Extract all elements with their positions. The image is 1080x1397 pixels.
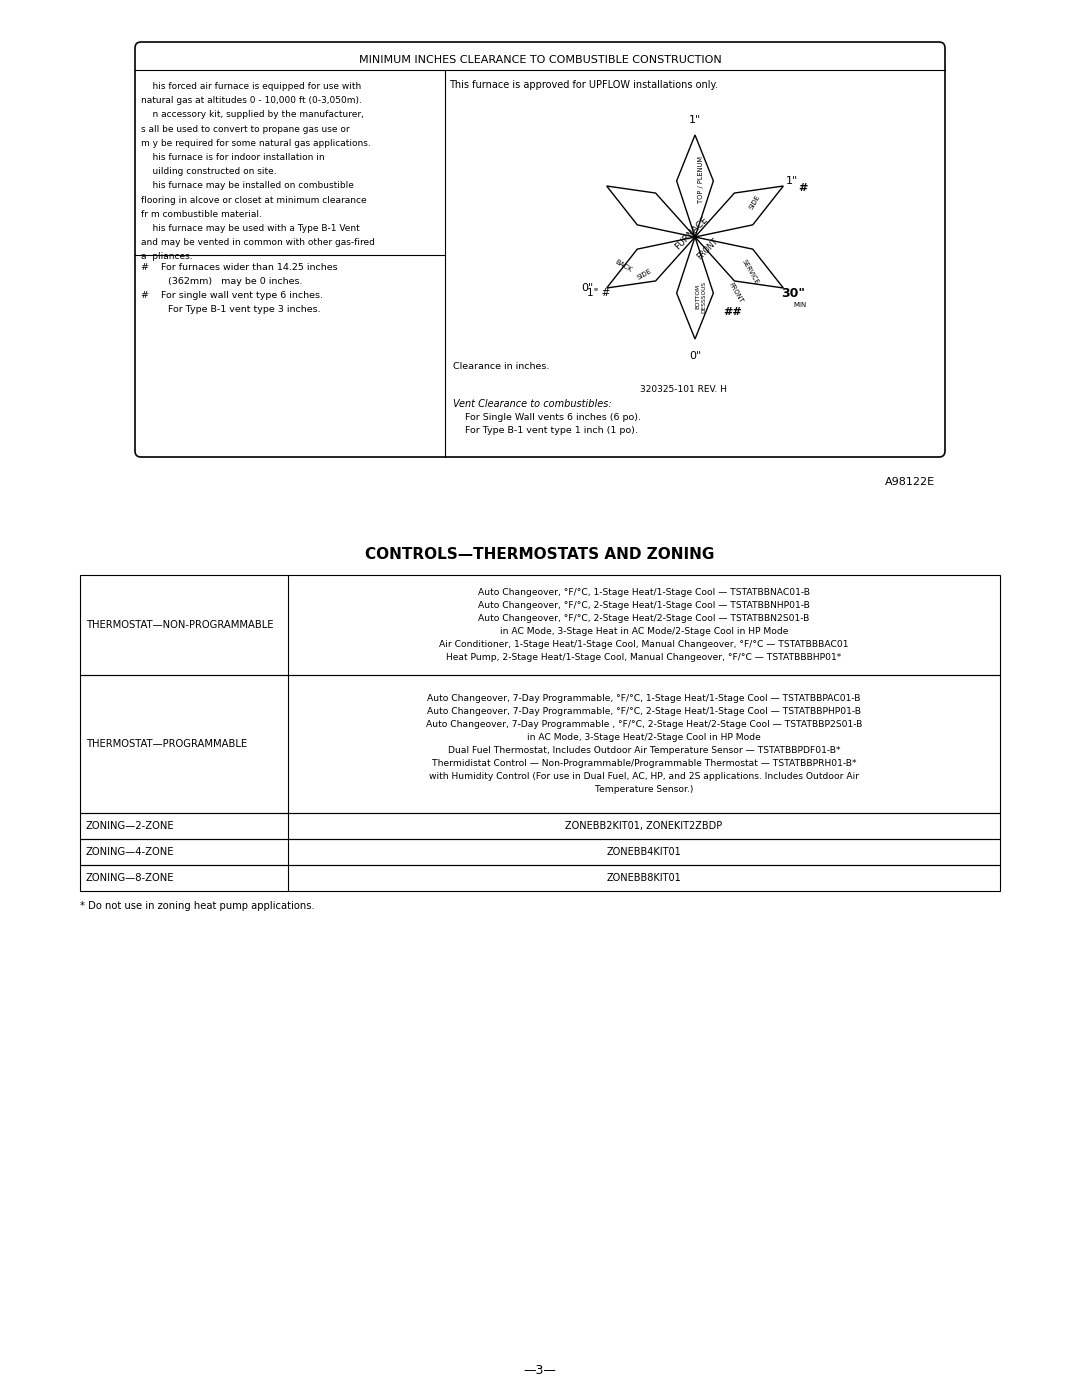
Text: #    For single wall vent type 6 inches.: # For single wall vent type 6 inches.	[141, 291, 323, 300]
Text: his furnace may be installed on combustible: his furnace may be installed on combusti…	[141, 182, 354, 190]
Text: Auto Changeover, °F/°C, 2-Stage Heat/1-Stage Cool — TSTATBBNHP01-B: Auto Changeover, °F/°C, 2-Stage Heat/1-S…	[478, 601, 810, 610]
Bar	[80, 865, 1000, 891]
Text: —3—: —3—	[524, 1363, 556, 1376]
Bar	[80, 675, 1000, 813]
Text: BOTTOM
DESSSOUS: BOTTOM DESSSOUS	[696, 281, 706, 313]
Text: ZONEBB4KIT01: ZONEBB4KIT01	[607, 847, 681, 856]
Text: ZONEBB8KIT01: ZONEBB8KIT01	[607, 873, 681, 883]
Text: FRONT: FRONT	[728, 281, 744, 305]
Text: CONTROLS—THERMOSTATS AND ZONING: CONTROLS—THERMOSTATS AND ZONING	[365, 548, 715, 562]
Text: FRONT: FRONT	[694, 237, 719, 261]
Text: 1": 1"	[689, 115, 701, 124]
Text: (362mm)   may be 0 inches.: (362mm) may be 0 inches.	[141, 277, 302, 286]
Text: fr m combustible material.: fr m combustible material.	[141, 210, 261, 219]
Text: ZONING—8-ZONE: ZONING—8-ZONE	[86, 873, 175, 883]
Text: 1": 1"	[786, 176, 798, 186]
Text: Auto Changeover, °F/°C, 1-Stage Heat/1-Stage Cool — TSTATBBNAC01-B: Auto Changeover, °F/°C, 1-Stage Heat/1-S…	[478, 588, 810, 597]
Text: FURNACE: FURNACE	[674, 215, 710, 251]
Text: a  pliances.: a pliances.	[141, 253, 192, 261]
Text: 1" #: 1" #	[586, 288, 610, 299]
Text: THERMOSTAT—NON-PROGRAMMABLE: THERMOSTAT—NON-PROGRAMMABLE	[86, 620, 273, 630]
Text: s all be used to convert to propane gas use or: s all be used to convert to propane gas …	[141, 124, 350, 134]
Text: This furnace is approved for UPFLOW installations only.: This furnace is approved for UPFLOW inst…	[449, 80, 718, 89]
Text: Thermidistat Control — Non-Programmable/Programmable Thermostat — TSTATBBPRH01-B: Thermidistat Control — Non-Programmable/…	[432, 759, 856, 768]
Text: Dual Fuel Thermostat, Includes Outdoor Air Temperature Sensor — TSTATBBPDF01-B*: Dual Fuel Thermostat, Includes Outdoor A…	[448, 746, 840, 754]
Bar	[80, 840, 1000, 865]
Text: Air Conditioner, 1-Stage Heat/1-Stage Cool, Manual Changeover, °F/°C — TSTATBBBA: Air Conditioner, 1-Stage Heat/1-Stage Co…	[440, 640, 849, 650]
Text: natural gas at altitudes 0 - 10,000 ft (0-3,050m).: natural gas at altitudes 0 - 10,000 ft (…	[141, 96, 362, 105]
Text: MINIMUM INCHES CLEARANCE TO COMBUSTIBLE CONSTRUCTION: MINIMUM INCHES CLEARANCE TO COMBUSTIBLE …	[359, 54, 721, 66]
Text: MIN: MIN	[794, 302, 807, 307]
Text: For Single Wall vents 6 inches (6 po).: For Single Wall vents 6 inches (6 po).	[453, 414, 642, 422]
Text: and may be vented in common with other gas-fired: and may be vented in common with other g…	[141, 239, 375, 247]
Text: 320325-101 REV. H: 320325-101 REV. H	[640, 386, 727, 394]
Text: BACK: BACK	[615, 258, 633, 272]
Text: A98122E: A98122E	[885, 476, 935, 488]
Text: Auto Changeover, 7-Day Programmable, °F/°C, 1-Stage Heat/1-Stage Cool — TSTATBBP: Auto Changeover, 7-Day Programmable, °F/…	[428, 694, 861, 703]
Text: * Do not use in zoning heat pump applications.: * Do not use in zoning heat pump applica…	[80, 901, 314, 911]
Text: 30": 30"	[782, 286, 806, 300]
Text: Clearance in inches.: Clearance in inches.	[453, 362, 550, 372]
Text: flooring in alcove or closet at minimum clearance: flooring in alcove or closet at minimum …	[141, 196, 366, 204]
Text: TOP / PLENUM: TOP / PLENUM	[698, 155, 704, 203]
Text: For Type B-1 vent type 3 inches.: For Type B-1 vent type 3 inches.	[141, 305, 321, 314]
Text: his furnace may be used with a Type B-1 Vent: his furnace may be used with a Type B-1 …	[141, 224, 360, 233]
Text: uilding constructed on site.: uilding constructed on site.	[141, 168, 276, 176]
Text: SERVICE: SERVICE	[741, 258, 760, 286]
Text: his forced air furnace is equipped for use with: his forced air furnace is equipped for u…	[141, 82, 361, 91]
Text: SIDE: SIDE	[635, 268, 652, 281]
Text: Heat Pump, 2-Stage Heat/1-Stage Cool, Manual Changeover, °F/°C — TSTATBBBHP01*: Heat Pump, 2-Stage Heat/1-Stage Cool, Ma…	[446, 652, 841, 662]
Text: his furnace is for indoor installation in: his furnace is for indoor installation i…	[141, 154, 325, 162]
Text: ZONEBB2KIT01, ZONEKIT2ZBDP: ZONEBB2KIT01, ZONEKIT2ZBDP	[565, 821, 723, 831]
Text: For Type B-1 vent type 1 inch (1 po).: For Type B-1 vent type 1 inch (1 po).	[453, 426, 638, 434]
Text: in AC Mode, 3-Stage Heat in AC Mode/2-Stage Cool in HP Mode: in AC Mode, 3-Stage Heat in AC Mode/2-St…	[500, 627, 788, 636]
Text: SIDE: SIDE	[748, 193, 761, 210]
Text: #    For furnaces wider than 14.25 inches: # For furnaces wider than 14.25 inches	[141, 263, 338, 272]
Text: 0": 0"	[689, 351, 701, 362]
Text: Auto Changeover, 7-Day Programmable, °F/°C, 2-Stage Heat/1-Stage Cool — TSTATBBP: Auto Changeover, 7-Day Programmable, °F/…	[427, 707, 861, 717]
Text: Auto Changeover, °F/°C, 2-Stage Heat/2-Stage Cool — TSTATBBN2S01-B: Auto Changeover, °F/°C, 2-Stage Heat/2-S…	[478, 615, 810, 623]
Text: n accessory kit, supplied by the manufacturer,: n accessory kit, supplied by the manufac…	[141, 110, 364, 119]
Text: ZONING—2-ZONE: ZONING—2-ZONE	[86, 821, 175, 831]
Text: with Humidity Control (For use in Dual Fuel, AC, HP, and 2S applications. Includ: with Humidity Control (For use in Dual F…	[429, 773, 859, 781]
Bar	[80, 576, 1000, 675]
Text: #: #	[798, 183, 807, 193]
Text: m y be required for some natural gas applications.: m y be required for some natural gas app…	[141, 138, 370, 148]
Text: Vent Clearance to combustibles:: Vent Clearance to combustibles:	[453, 400, 611, 409]
Text: THERMOSTAT—PROGRAMMABLE: THERMOSTAT—PROGRAMMABLE	[86, 739, 247, 749]
Text: Auto Changeover, 7-Day Programmable , °F/°C, 2-Stage Heat/2-Stage Cool — TSTATBB: Auto Changeover, 7-Day Programmable , °F…	[426, 719, 862, 729]
Text: 0": 0"	[581, 284, 594, 293]
Text: ##: ##	[723, 307, 742, 317]
Text: in AC Mode, 3-Stage Heat/2-Stage Cool in HP Mode: in AC Mode, 3-Stage Heat/2-Stage Cool in…	[527, 733, 761, 742]
Bar	[80, 813, 1000, 840]
Text: Temperature Sensor.): Temperature Sensor.)	[595, 785, 693, 793]
Text: ZONING—4-ZONE: ZONING—4-ZONE	[86, 847, 175, 856]
